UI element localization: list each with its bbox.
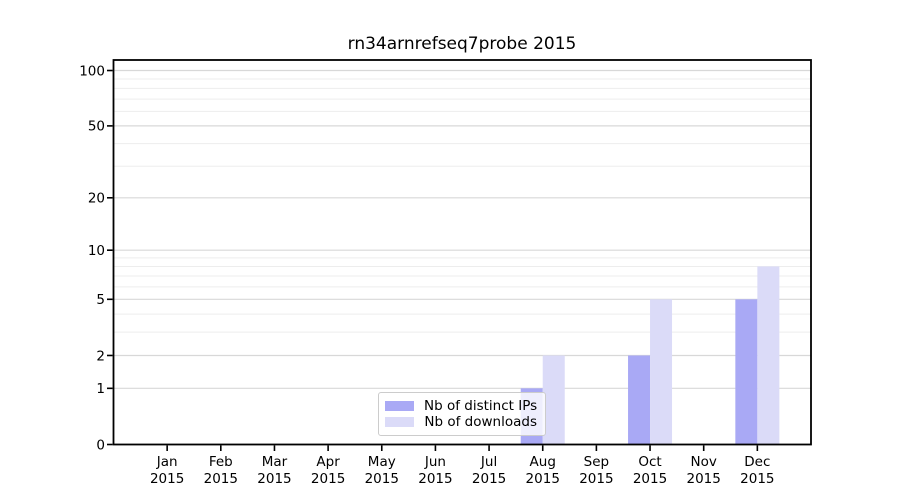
svg-text:2015: 2015	[526, 471, 560, 487]
svg-text:Sep: Sep	[584, 454, 609, 470]
svg-text:20: 20	[88, 191, 105, 207]
svg-text:2015: 2015	[579, 471, 613, 487]
legend-swatch-distinct-ips-icon	[385, 401, 414, 411]
svg-text:Oct: Oct	[638, 454, 661, 470]
svg-text:5: 5	[96, 292, 105, 308]
svg-text:Jan: Jan	[156, 454, 178, 470]
svg-text:100: 100	[79, 63, 105, 79]
legend: Nb of distinct IPs Nb of downloads	[378, 392, 546, 436]
legend-item-downloads: Nb of downloads	[385, 414, 537, 430]
svg-text:2015: 2015	[740, 471, 774, 487]
svg-text:Nov: Nov	[691, 454, 717, 470]
svg-text:Mar: Mar	[262, 454, 288, 470]
svg-text:Feb: Feb	[209, 454, 233, 470]
legend-label-downloads: Nb of downloads	[424, 414, 537, 430]
svg-text:50: 50	[88, 119, 105, 135]
svg-text:2015: 2015	[687, 471, 721, 487]
legend-item-distinct-ips: Nb of distinct IPs	[385, 398, 537, 414]
legend-swatch-downloads-icon	[385, 417, 414, 427]
svg-text:Dec: Dec	[744, 454, 770, 470]
svg-text:2015: 2015	[418, 471, 452, 487]
svg-text:Aug: Aug	[530, 454, 556, 470]
legend-label-distinct-ips: Nb of distinct IPs	[424, 398, 538, 414]
svg-text:2015: 2015	[365, 471, 399, 487]
svg-text:Jun: Jun	[424, 454, 446, 470]
svg-text:2015: 2015	[257, 471, 291, 487]
svg-text:10: 10	[88, 243, 105, 259]
svg-text:2015: 2015	[633, 471, 667, 487]
svg-text:Apr: Apr	[316, 454, 340, 470]
chart-title: rn34arnrefseq7probe 2015	[347, 34, 577, 54]
svg-text:2015: 2015	[311, 471, 345, 487]
svg-text:2: 2	[96, 348, 105, 364]
svg-text:2015: 2015	[472, 471, 506, 487]
svg-text:2015: 2015	[150, 471, 184, 487]
svg-text:Jul: Jul	[480, 454, 497, 470]
svg-text:1: 1	[96, 381, 105, 397]
svg-text:0: 0	[96, 437, 105, 453]
svg-text:May: May	[368, 454, 396, 470]
svg-text:2015: 2015	[204, 471, 238, 487]
